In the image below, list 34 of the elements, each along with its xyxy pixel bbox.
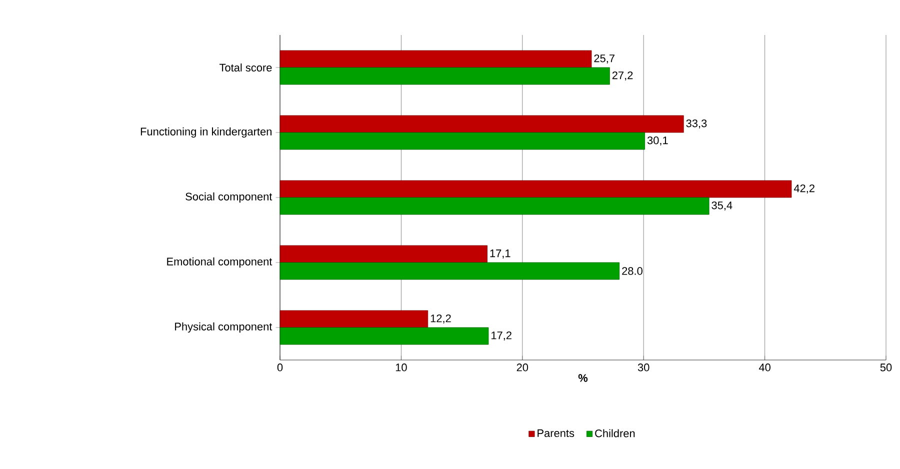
- data-label: 42,2: [794, 184, 814, 194]
- bar: [280, 132, 646, 150]
- x-tick-label: 50: [880, 364, 892, 372]
- data-label: 33,3: [686, 119, 707, 129]
- bar: [280, 197, 710, 215]
- bar: [280, 245, 488, 263]
- y-tick-label: Physical component: [175, 322, 272, 333]
- data-label: 12,2: [430, 314, 451, 324]
- bar: [280, 262, 620, 280]
- data-label: 25,7: [594, 54, 614, 64]
- x-tick-label: 20: [516, 364, 528, 372]
- bar: [280, 180, 792, 198]
- legend-label: Parents: [538, 429, 574, 438]
- x-tick-label: 10: [396, 364, 407, 372]
- data-label: 17,2: [491, 331, 512, 341]
- data-label: 30,1: [647, 136, 668, 146]
- data-label: 35,4: [712, 201, 732, 211]
- x-tick-label: 0: [277, 364, 283, 372]
- y-tick-label: Functioning in kindergarten: [140, 127, 272, 138]
- data-label: 17,1: [490, 250, 510, 258]
- legend-label: Children: [595, 429, 635, 438]
- y-tick-label: Emotional component: [167, 257, 272, 268]
- y-tick-label: Total score: [219, 63, 272, 72]
- data-label: 28.0: [622, 267, 642, 275]
- x-axis-title: %: [578, 374, 588, 382]
- data-label: 27,2: [612, 71, 633, 81]
- x-tick-label: 30: [638, 364, 650, 372]
- y-tick-label: Social component: [186, 192, 272, 203]
- x-tick-label: 40: [758, 364, 770, 372]
- bar: [280, 50, 592, 68]
- bar: [280, 310, 428, 328]
- bar: [280, 115, 684, 133]
- bar: [280, 327, 489, 345]
- bar: [280, 67, 610, 85]
